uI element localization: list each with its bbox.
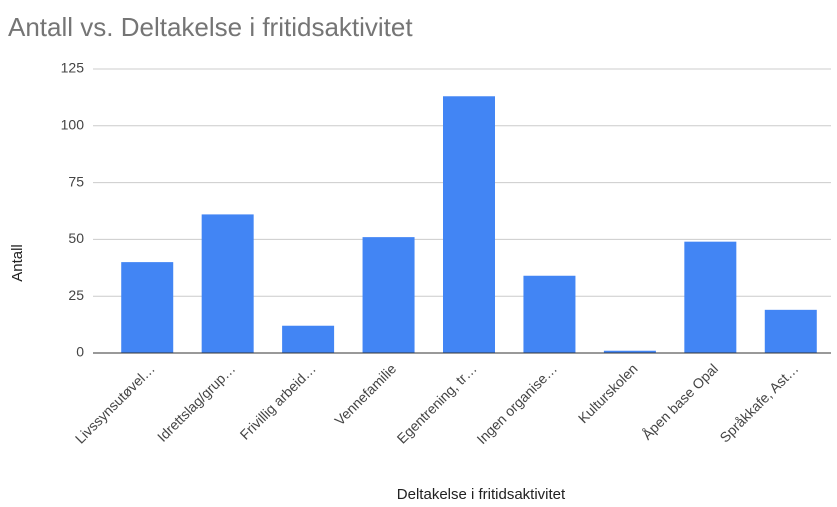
chart-title: Antall vs. Deltakelse i fritidsaktivitet bbox=[8, 12, 413, 42]
x-tick-label: Språkkafe, Ast… bbox=[716, 360, 801, 445]
bar bbox=[764, 309, 817, 353]
x-tick-label: Åpen base Opal bbox=[639, 360, 721, 442]
bar bbox=[443, 96, 495, 353]
bar bbox=[523, 275, 576, 353]
x-tick-label: Kulturskolen bbox=[575, 360, 641, 426]
x-tick-label: Idrettslag/grup… bbox=[154, 360, 238, 444]
bar bbox=[282, 325, 335, 353]
x-tick-label: Egentrening, tr… bbox=[394, 360, 480, 446]
x-tick-label: Livssynsutøvel… bbox=[72, 360, 158, 446]
bar bbox=[201, 214, 254, 353]
y-tick-label: 50 bbox=[68, 230, 84, 246]
y-tick-label: 25 bbox=[68, 287, 84, 303]
x-axis-title: Deltakelse i fritidsaktivitet bbox=[397, 486, 566, 503]
y-tick-label: 125 bbox=[61, 60, 85, 76]
x-tick-label: Frivillig arbeid… bbox=[237, 360, 319, 442]
y-axis-title: Antall bbox=[9, 244, 26, 282]
y-tick-label: 100 bbox=[61, 117, 85, 133]
y-tick-label: 75 bbox=[68, 173, 84, 189]
y-tick-label: 0 bbox=[76, 344, 84, 360]
bar bbox=[684, 241, 737, 353]
bar bbox=[603, 350, 656, 353]
x-tick-label: Ingen organise… bbox=[473, 360, 560, 447]
x-tick-label: Vennefamilie bbox=[331, 360, 399, 428]
bar bbox=[362, 237, 415, 353]
bar bbox=[121, 262, 174, 353]
